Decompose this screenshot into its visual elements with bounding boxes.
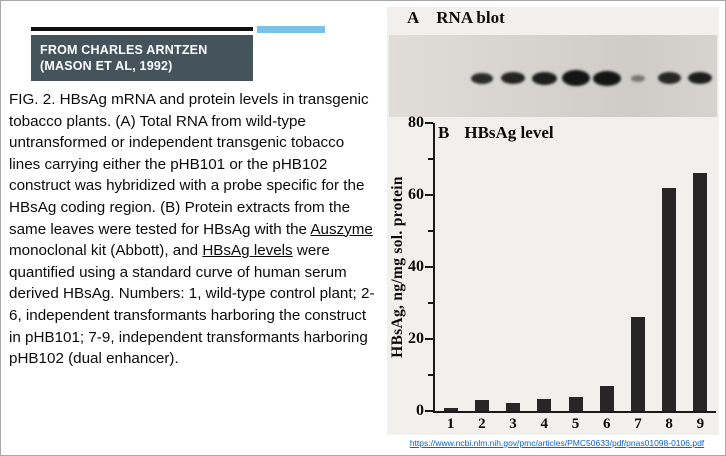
- caption-text: were quantified using a standard curve o…: [9, 242, 375, 368]
- x-axis-label: 1: [446, 416, 455, 432]
- x-axis-label: 8: [665, 416, 673, 432]
- x-axis-label: 7: [634, 416, 642, 432]
- x-axis-label: 6: [602, 416, 611, 432]
- blot-band-lane-6: [592, 70, 621, 86]
- x-axis-label: 5: [571, 416, 580, 432]
- x-axis-label: 3: [509, 416, 517, 432]
- y-axis-tick-label: 60: [408, 186, 424, 203]
- y-axis-tick: [428, 158, 433, 160]
- bar-lane-2: [474, 400, 489, 411]
- rna-blot-image: [389, 35, 717, 117]
- bar-lane-7: [630, 317, 645, 411]
- bar-lane-9: [693, 173, 708, 411]
- bar-lane-6: [599, 385, 614, 411]
- caption-text: FIG. 2. HBsAg mRNA and protein levels in…: [9, 91, 369, 238]
- bar-lane-4: [537, 398, 552, 411]
- caption-underlined-text: Auszyme: [310, 220, 373, 238]
- attribution-box: FROM CHARLES ARNTZEN (MASON ET AL, 1992): [31, 35, 253, 81]
- figure-caption: FIG. 2. HBsAg mRNA and protein levels in…: [9, 89, 375, 370]
- y-axis-tick-label: 40: [408, 258, 424, 275]
- blot-band-lane-9: [688, 72, 713, 84]
- blot-band-lane-2: [470, 72, 493, 84]
- y-axis-tick: [425, 266, 433, 268]
- y-axis-tick-label: 0: [416, 402, 424, 419]
- bar-chart: 0 20 40 60 80 1 2 3 4 5 6 7 8 9: [408, 114, 716, 432]
- blot-band-lane-4: [531, 71, 557, 85]
- y-axis-tick: [425, 122, 433, 124]
- panel-a-label: A: [407, 8, 420, 27]
- y-axis-tick: [425, 194, 433, 196]
- y-axis-tick: [428, 374, 433, 376]
- x-axis-label: 4: [540, 416, 549, 432]
- bar-lane-3: [506, 403, 521, 411]
- y-axis-tick: [425, 410, 433, 412]
- panel-b-label: B: [438, 123, 450, 142]
- panel-b-title: HBsAg level: [464, 123, 554, 142]
- y-axis-tick: [425, 338, 433, 340]
- bar-lane-5: [568, 396, 583, 411]
- blot-band-lane-8: [657, 72, 681, 84]
- y-axis-tick-label: 80: [408, 114, 424, 131]
- panel-a-title: RNA blot: [436, 8, 505, 27]
- panel-a-header: A RNA blot: [407, 8, 505, 28]
- bar-lane-1: [443, 408, 458, 411]
- bar-lane-8: [662, 187, 677, 411]
- blot-band-lane-3: [501, 72, 526, 84]
- x-axis-label: 9: [696, 416, 705, 432]
- x-axis-label: 2: [478, 416, 486, 432]
- blot-band-lane-7: [630, 74, 645, 82]
- accent-line-dark: [31, 27, 253, 31]
- attribution-line2: (MASON ET AL, 1992): [40, 59, 173, 73]
- y-axis-tick: [428, 302, 433, 304]
- panel-b-header: B HBsAg level: [438, 123, 554, 143]
- y-axis-tick: [428, 230, 433, 232]
- caption-underlined-text: HBsAg levels: [202, 242, 293, 260]
- blot-band-lane-5: [561, 70, 590, 86]
- attribution-line1: FROM CHARLES ARNTZEN: [40, 43, 208, 57]
- accent-line-blue: [257, 26, 325, 33]
- y-axis-tick-label: 20: [408, 330, 424, 347]
- source-link[interactable]: https://www.ncbi.nlm.nih.gov/pmc/article…: [409, 438, 705, 448]
- caption-text: monoclonal kit (Abbott), and: [9, 242, 203, 260]
